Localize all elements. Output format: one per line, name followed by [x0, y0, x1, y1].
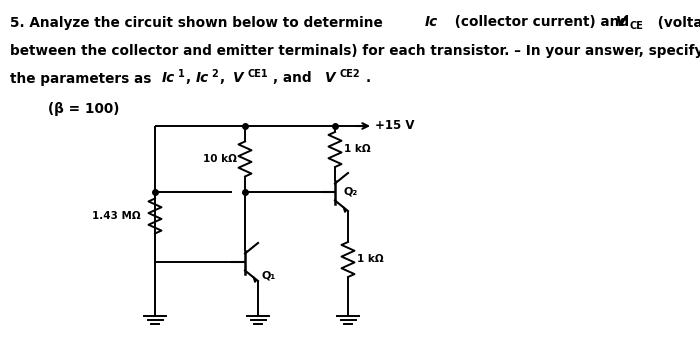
Text: Ic: Ic	[196, 72, 209, 86]
Text: 1: 1	[178, 69, 184, 79]
Text: CE1: CE1	[247, 69, 267, 79]
Text: V: V	[325, 72, 335, 86]
Text: +15 V: +15 V	[375, 119, 414, 132]
Text: Ic: Ic	[425, 15, 438, 30]
Text: the parameters as: the parameters as	[10, 72, 156, 86]
Text: .: .	[366, 72, 371, 86]
Text: 5. Analyze the circuit shown below to determine: 5. Analyze the circuit shown below to de…	[10, 15, 388, 30]
Text: ,: ,	[219, 72, 224, 86]
Text: between the collector and emitter terminals) for each transistor. – In your answ: between the collector and emitter termin…	[10, 43, 700, 57]
Text: Ic: Ic	[162, 72, 175, 86]
Text: Q₁: Q₁	[261, 271, 275, 281]
Text: V: V	[616, 15, 626, 30]
Text: CE2: CE2	[339, 69, 360, 79]
Text: 10 kΩ: 10 kΩ	[203, 154, 237, 164]
Polygon shape	[253, 277, 256, 282]
Polygon shape	[343, 207, 346, 212]
Text: 2: 2	[211, 69, 218, 79]
Text: 1 kΩ: 1 kΩ	[344, 144, 370, 154]
Text: , and: , and	[273, 72, 316, 86]
Text: ,: ,	[185, 72, 190, 86]
Text: CE: CE	[629, 21, 643, 31]
Text: 1.43 MΩ: 1.43 MΩ	[92, 211, 141, 221]
Text: (collector current) and: (collector current) and	[450, 15, 634, 30]
Text: (voltage: (voltage	[653, 15, 700, 30]
Text: (β = 100): (β = 100)	[48, 102, 120, 116]
Text: 1 kΩ: 1 kΩ	[357, 255, 384, 265]
Text: Q₂: Q₂	[344, 186, 358, 196]
Text: V: V	[233, 72, 244, 86]
